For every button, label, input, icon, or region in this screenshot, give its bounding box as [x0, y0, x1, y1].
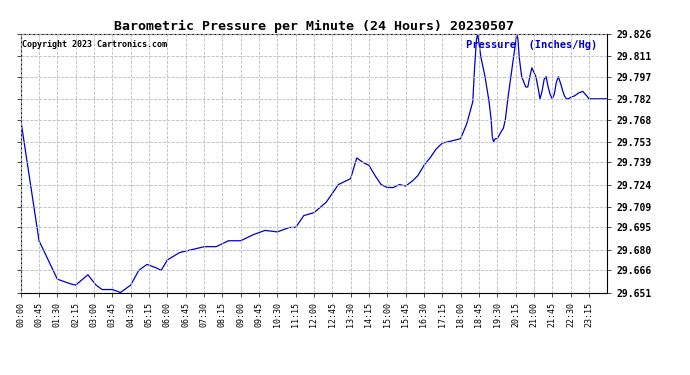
Text: Copyright 2023 Cartronics.com: Copyright 2023 Cartronics.com: [23, 40, 168, 49]
Title: Barometric Pressure per Minute (24 Hours) 20230507: Barometric Pressure per Minute (24 Hours…: [114, 20, 514, 33]
Text: Pressure  (Inches/Hg): Pressure (Inches/Hg): [466, 40, 598, 50]
